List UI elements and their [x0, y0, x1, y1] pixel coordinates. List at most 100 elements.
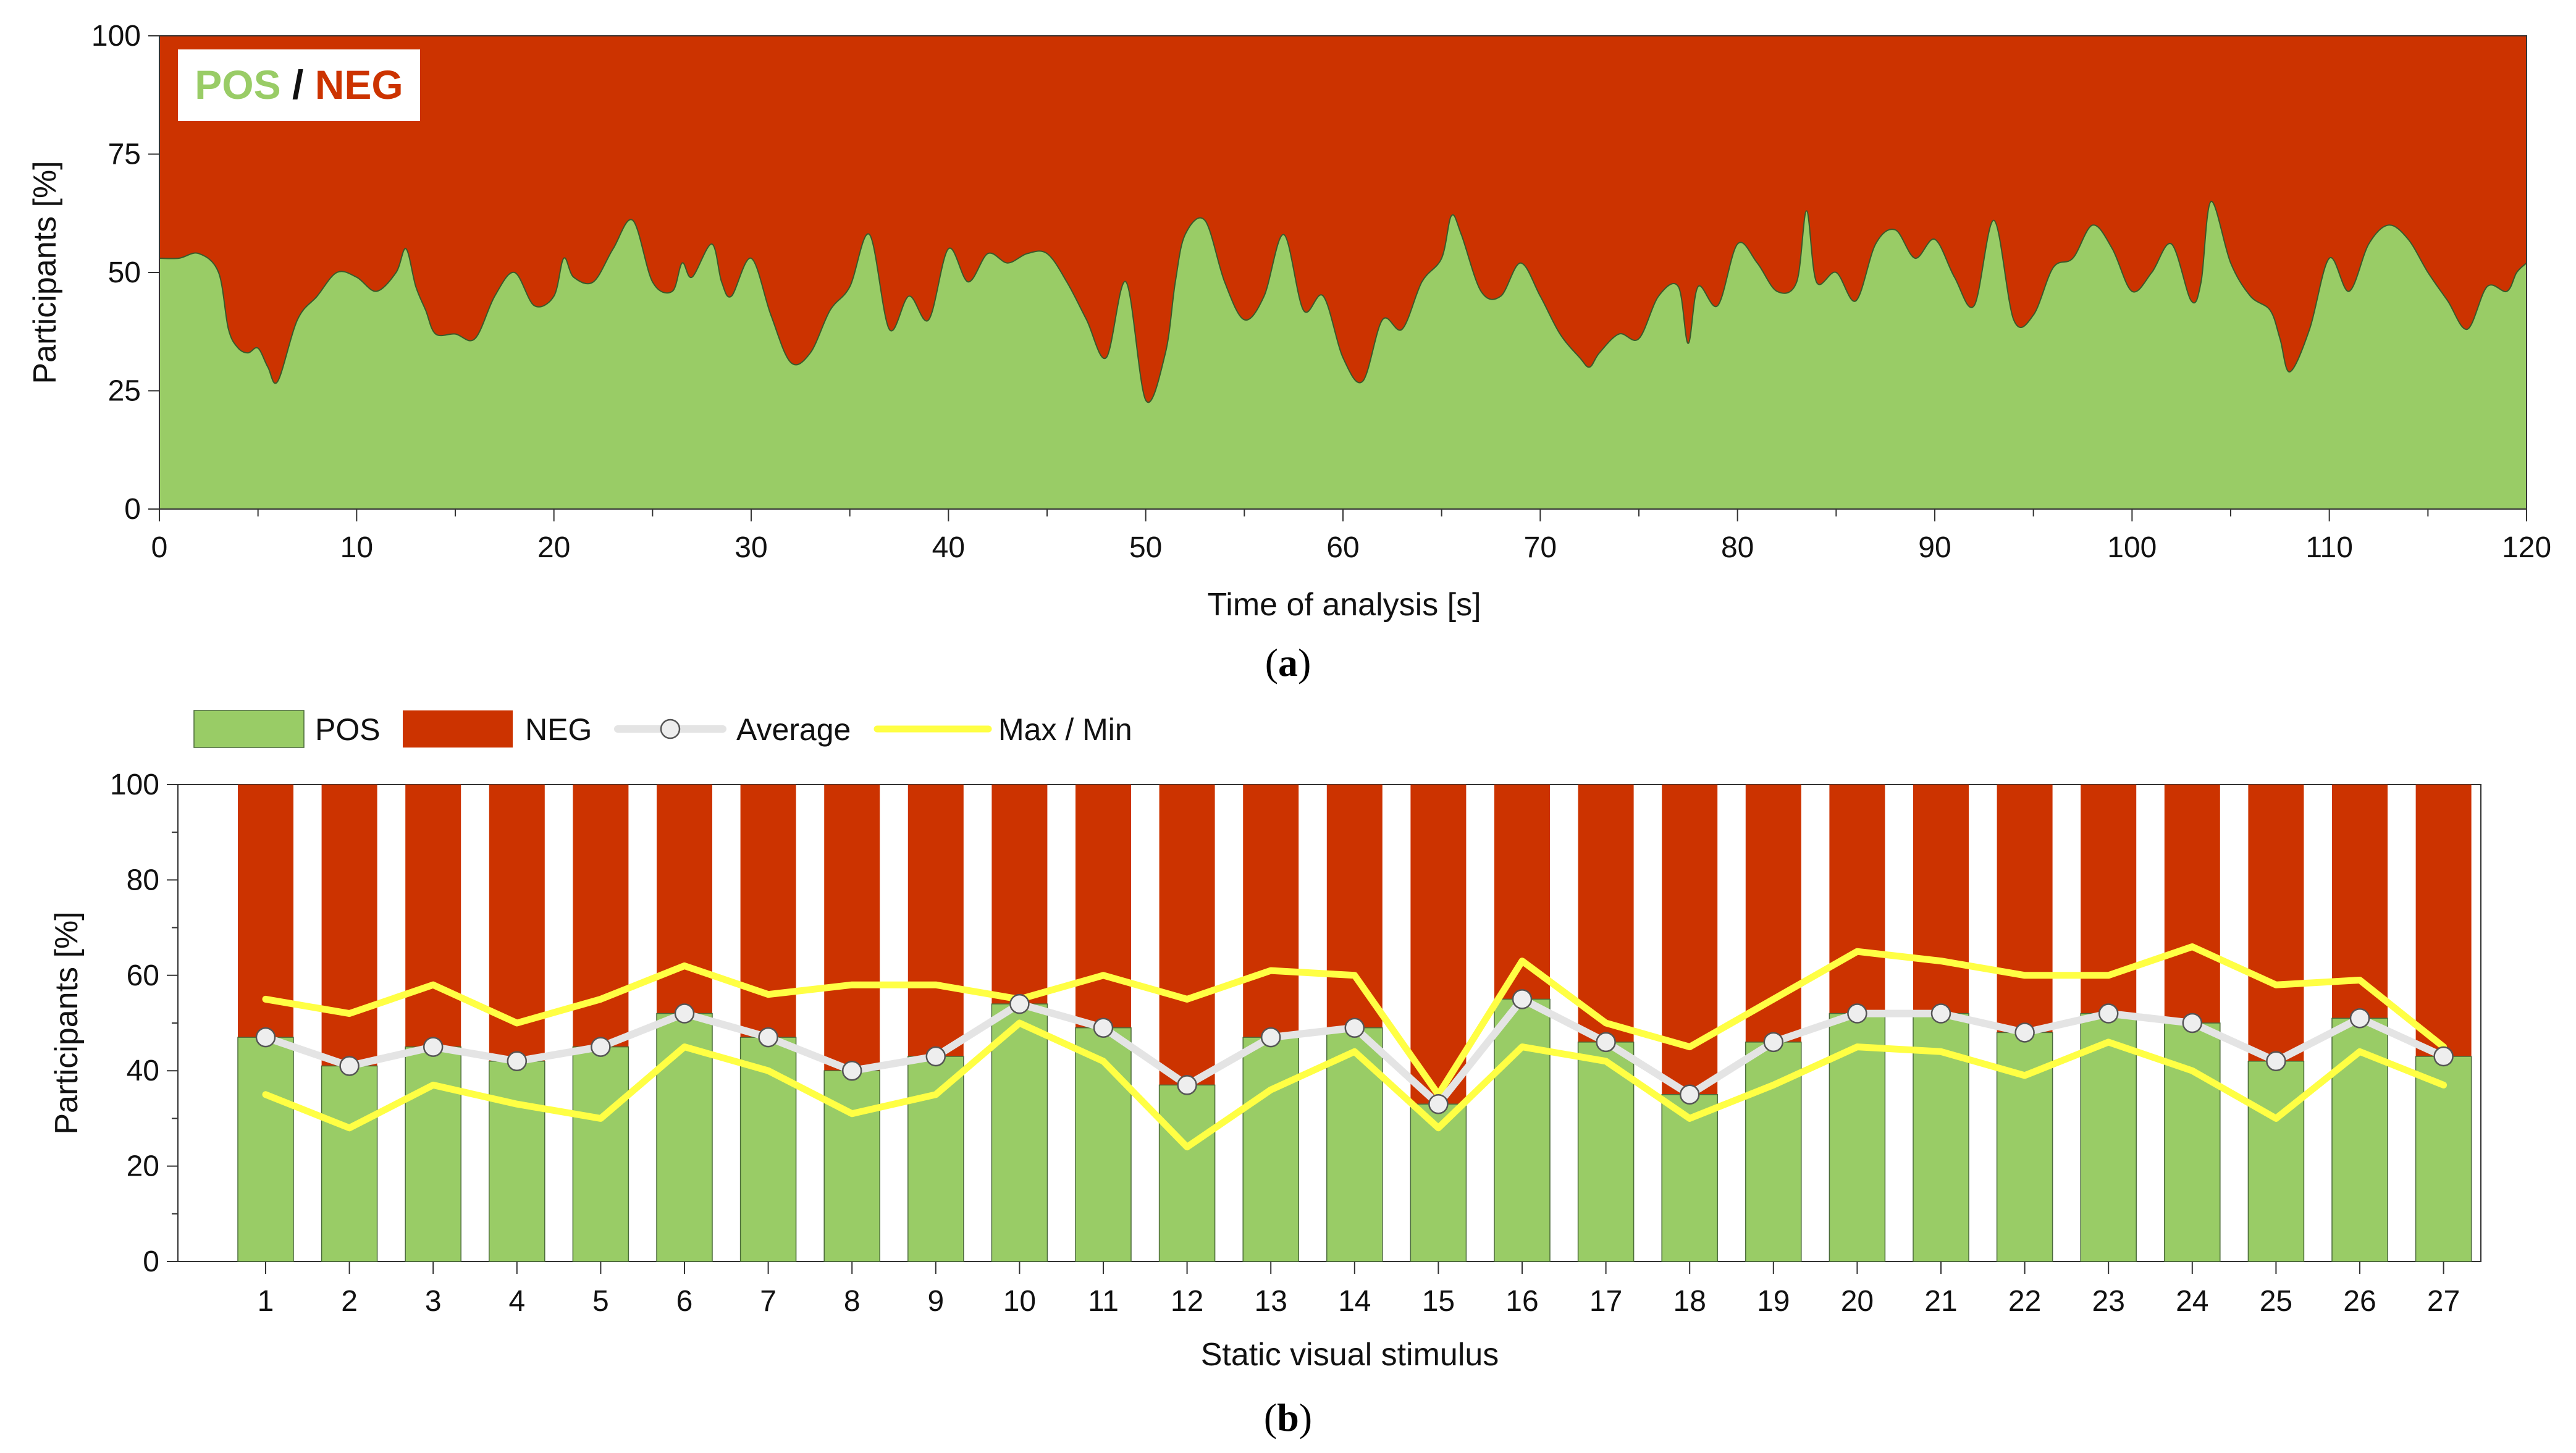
y-tick-label: 75: [108, 138, 141, 171]
panel-b-lines: [255, 943, 2454, 1151]
x-tick-label: 16: [1505, 1285, 1538, 1318]
pos-bar: [2164, 1022, 2221, 1262]
pos-bar: [2247, 1061, 2305, 1262]
x-tick-label: 10: [340, 531, 373, 564]
neg-bar: [1913, 785, 1969, 1014]
pos-bar: [1242, 1037, 1299, 1262]
pos-area: [159, 201, 2527, 510]
legend-label-maxmin: Max / Min: [998, 712, 1132, 747]
x-tick-label: 110: [2305, 531, 2353, 564]
x-tick-label: 90: [1918, 531, 1951, 564]
y-tick-label: 100: [110, 769, 159, 801]
average-point: [1512, 989, 1533, 1009]
neg-bar: [657, 785, 712, 1014]
neg-bar: [1997, 785, 2053, 1033]
pos-bar: [1158, 1084, 1216, 1262]
pos-bar: [1494, 998, 1551, 1262]
panel-a-y-axis: 0 25 50 75 100: [91, 20, 159, 526]
y-tick-label: 40: [127, 1055, 159, 1087]
neg-bar: [1578, 785, 1634, 1042]
legend-label-average: Average: [736, 712, 851, 747]
pos-bar: [572, 1046, 629, 1262]
x-tick-label: 5: [592, 1285, 609, 1318]
legend-swatch-neg: [403, 710, 513, 748]
neg-bar: [991, 785, 1048, 1004]
badge-pos-label: POS: [195, 62, 280, 107]
average-point: [1093, 1017, 1114, 1038]
x-tick-label: 23: [2092, 1285, 2125, 1318]
neg-bar: [1159, 785, 1215, 1085]
legend-swatch-pos: [193, 710, 305, 748]
x-tick-label: 9: [927, 1285, 944, 1318]
pos-bar: [237, 1037, 294, 1262]
panel-b-caption: (b): [1264, 1396, 1312, 1439]
x-tick-label: 80: [1721, 531, 1754, 564]
neg-bar: [1243, 785, 1299, 1038]
caption-b-letter: b: [1277, 1396, 1299, 1439]
y-tick-label: 60: [127, 959, 159, 992]
legend-average-marker: [660, 718, 681, 739]
legend-label-neg: NEG: [525, 712, 592, 747]
x-tick-label: 40: [932, 531, 965, 564]
neg-bar: [405, 785, 461, 1047]
y-tick-label: 0: [124, 493, 141, 526]
average-point: [339, 1056, 360, 1076]
x-tick-label: 27: [2427, 1285, 2460, 1318]
x-tick-label: 25: [2260, 1285, 2292, 1318]
average-point: [841, 1060, 862, 1081]
y-tick-label: 100: [91, 20, 141, 53]
y-tick-label: 50: [108, 256, 141, 289]
panel-a-y-axis-title: Participants [%]: [27, 161, 63, 384]
caption-a-letter: a: [1278, 641, 1298, 684]
max-line: [262, 943, 2448, 1098]
neg-bar: [1075, 785, 1131, 1028]
legend-label-pos: POS: [315, 712, 381, 747]
panel-b-legend: POS NEG Average Max / Min: [193, 710, 1132, 748]
caption-a-close: ): [1298, 641, 1311, 684]
pos-bar: [823, 1070, 880, 1262]
caption-a-open: (: [1265, 641, 1278, 684]
neg-bar: [2415, 785, 2472, 1057]
x-tick-label: 2: [341, 1285, 358, 1318]
x-tick-label: 100: [2107, 531, 2157, 564]
x-tick-label: 11: [1088, 1285, 1119, 1318]
x-tick-label: 22: [2008, 1285, 2041, 1318]
average-point: [2349, 1008, 2370, 1029]
average-point: [1763, 1032, 1784, 1053]
average-point: [1260, 1027, 1281, 1048]
x-tick-label: 19: [1757, 1285, 1790, 1318]
x-tick-label: 15: [1422, 1285, 1455, 1318]
average-point: [2098, 1003, 2119, 1024]
x-tick-label: 10: [1003, 1285, 1036, 1318]
y-tick-label: 80: [127, 864, 159, 896]
average-point: [1177, 1075, 1197, 1095]
neg-bar: [1745, 785, 1801, 1042]
average-point: [2433, 1046, 2454, 1067]
x-tick-label: 7: [760, 1285, 777, 1318]
x-tick-label: 30: [734, 531, 767, 564]
pos-bar: [405, 1046, 461, 1262]
pos-bar: [1075, 1027, 1132, 1262]
x-tick-label: 4: [508, 1285, 525, 1318]
average-point: [674, 1003, 695, 1024]
x-tick-label: 20: [537, 531, 570, 564]
panel-a-x-axis-title: Time of analysis [s]: [1207, 587, 1481, 623]
x-tick-label: 13: [1255, 1285, 1287, 1318]
panel-b-y-axis: 0 20 40 60 80 100: [110, 769, 178, 1278]
panel-b-x-axis-title: Static visual stimulus: [1201, 1337, 1499, 1373]
pos-bar: [907, 1056, 964, 1262]
neg-bar: [824, 785, 880, 1071]
panel-a-caption: (a): [1265, 641, 1311, 684]
average-point: [507, 1051, 528, 1072]
caption-b-close: ): [1299, 1396, 1312, 1439]
neg-bar: [740, 785, 796, 1038]
average-point: [423, 1037, 444, 1057]
neg-bar: [2164, 785, 2220, 1023]
y-tick-label: 20: [127, 1150, 159, 1183]
badge-box: [178, 49, 420, 121]
neg-bar: [907, 785, 964, 1057]
badge-separator: /: [281, 62, 315, 107]
neg-bar: [2248, 785, 2304, 1061]
average-point: [2266, 1051, 2286, 1072]
